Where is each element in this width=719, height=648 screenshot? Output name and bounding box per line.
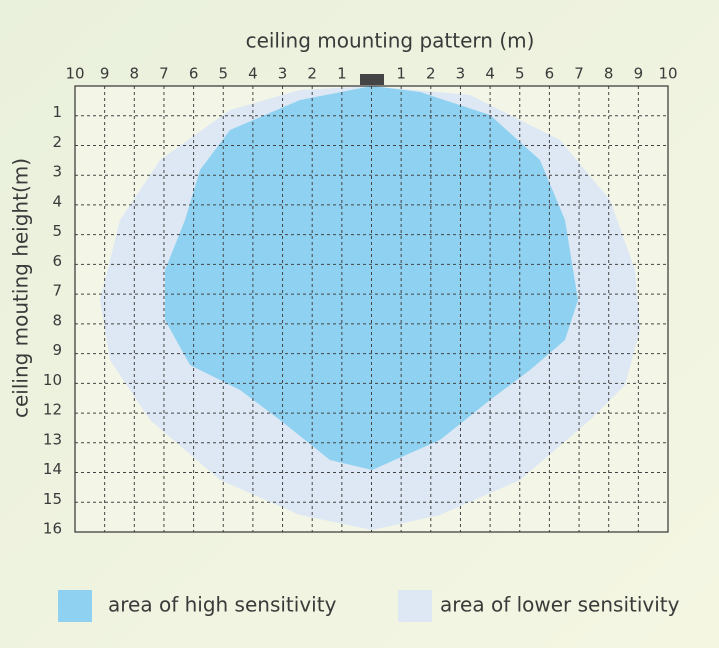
x-label: 9 — [634, 65, 644, 83]
x-label: 2 — [426, 65, 436, 83]
y-label: 7 — [52, 282, 62, 300]
y-label: 1 — [52, 103, 62, 121]
y-label: 6 — [52, 252, 62, 270]
title: ceiling mounting pattern (m) — [246, 29, 535, 53]
x-label: 5 — [218, 65, 228, 83]
x-label: 6 — [545, 65, 555, 83]
legend-swatch — [58, 590, 92, 622]
x-label: 5 — [515, 65, 525, 83]
x-label: 10 — [658, 65, 677, 83]
x-label: 6 — [189, 65, 199, 83]
x-label: 8 — [604, 65, 614, 83]
sensor — [360, 74, 384, 85]
grid — [75, 86, 668, 532]
x-label: 4 — [248, 65, 258, 83]
y-label: 2 — [52, 133, 62, 151]
y-axis-label: ceiling mouting height(m) — [9, 158, 33, 418]
y-label: 13 — [43, 430, 62, 448]
y-label: 15 — [43, 490, 62, 508]
x-label: 3 — [456, 65, 466, 83]
x-label: 7 — [159, 65, 169, 83]
y-label: 9 — [52, 341, 62, 359]
y-label: 3 — [52, 163, 62, 181]
y-label: 16 — [43, 520, 62, 538]
y-label: 8 — [52, 311, 62, 329]
y-label: 4 — [52, 192, 62, 210]
x-label: 4 — [485, 65, 495, 83]
y-label: 12 — [43, 401, 62, 419]
x-label: 1 — [337, 65, 347, 83]
legend-label: area of lower sensitivity — [440, 593, 680, 617]
plot-border — [74, 85, 669, 533]
y-label: 10 — [43, 371, 62, 389]
x-label: 9 — [100, 65, 110, 83]
legend-swatch — [398, 590, 432, 622]
legend-label: area of high sensitivity — [108, 593, 337, 617]
y-label: 5 — [52, 222, 62, 240]
x-label: 2 — [307, 65, 317, 83]
x-label: 7 — [574, 65, 584, 83]
x-label: 10 — [65, 65, 84, 83]
y-label: 14 — [43, 460, 62, 478]
x-label: 8 — [130, 65, 140, 83]
x-label: 1 — [396, 65, 406, 83]
x-label: 3 — [278, 65, 288, 83]
